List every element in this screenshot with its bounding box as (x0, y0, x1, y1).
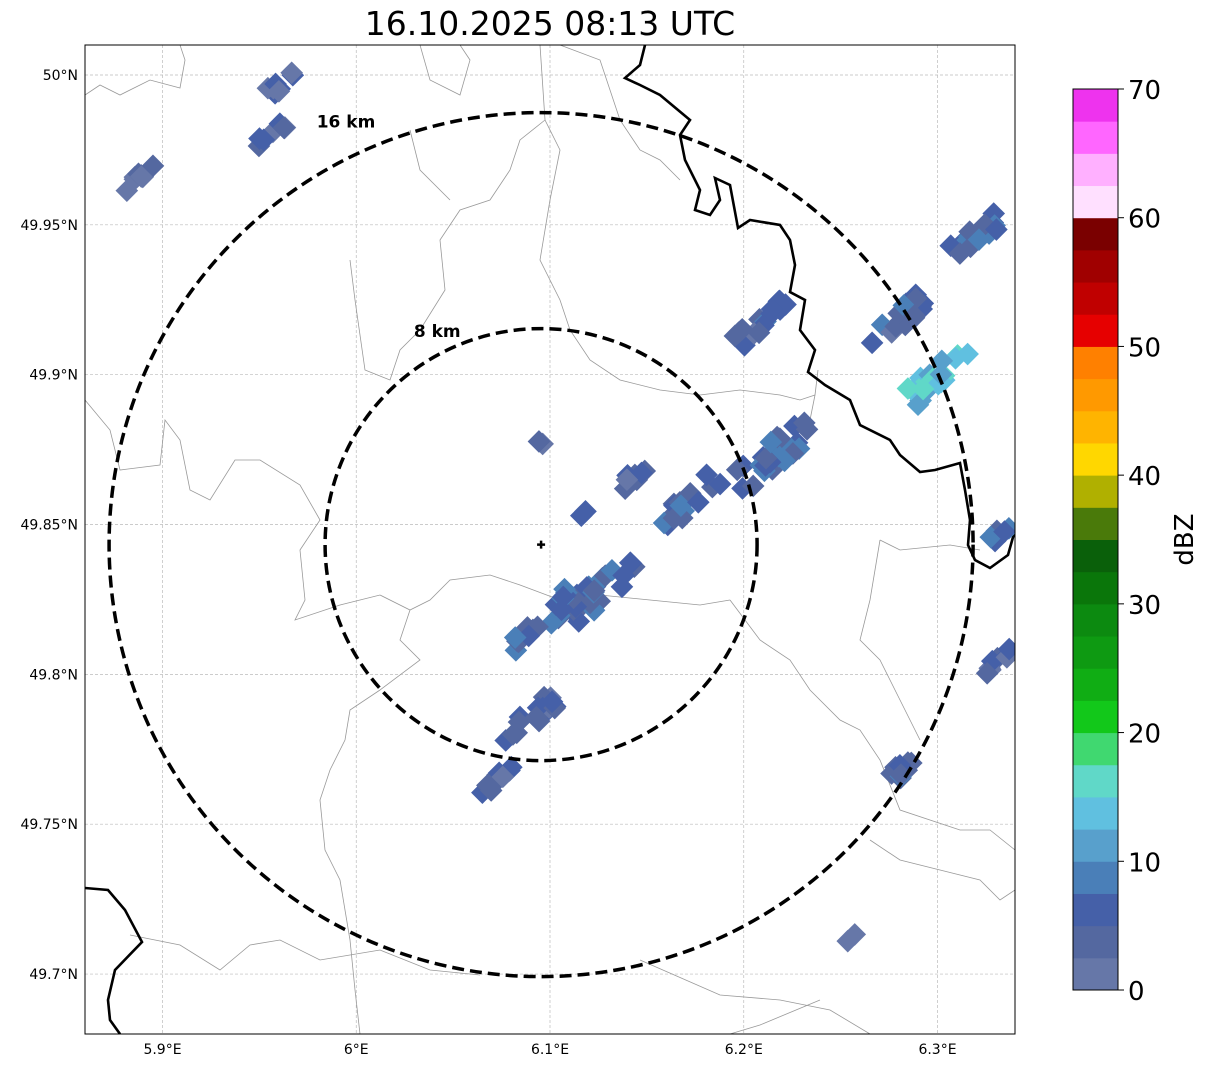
echo-cell (280, 61, 303, 85)
lat-tick-label: 49.8°N (29, 667, 78, 683)
echo-cell (730, 317, 754, 341)
echo-cell (272, 116, 296, 140)
colorbar-band (1073, 636, 1118, 669)
colorbar-label: dBZ (1170, 513, 1200, 565)
echo-cell (759, 430, 783, 454)
colorbar-band (1073, 314, 1118, 347)
colorbar-band (1073, 796, 1118, 830)
echo-cell (975, 661, 999, 685)
colorbar-band (1073, 89, 1118, 122)
range-ring-label: 8 km (414, 322, 461, 342)
country-borders (85, 45, 1015, 1034)
echo-cell (896, 377, 920, 400)
colorbar-tick-label: 0 (1128, 977, 1145, 1007)
colorbar-band (1073, 475, 1118, 508)
colorbar-band (1073, 829, 1118, 862)
colorbar-band (1073, 410, 1118, 444)
colorbar-band (1073, 732, 1118, 766)
echo-cell (708, 472, 732, 496)
echo-cell (843, 923, 867, 946)
range-ring-8km (323, 326, 759, 763)
colorbar-band (1073, 957, 1118, 991)
lon-tick-label: 6°E (344, 1042, 369, 1058)
echo-cell (889, 763, 913, 786)
colorbar-band (1073, 346, 1118, 380)
colorbar-band (1073, 442, 1118, 476)
echo-cell (695, 463, 718, 487)
colorbar-band (1073, 121, 1118, 154)
colorbar-band (1073, 700, 1118, 734)
range-ring-label: 16 km (317, 113, 376, 133)
echo-cell (860, 331, 884, 355)
colorbar-band (1073, 764, 1118, 798)
echo-cell (911, 377, 935, 401)
echo-cell (993, 520, 1015, 543)
lat-tick-label: 50°N (43, 68, 78, 84)
lat-tick-label: 49.7°N (29, 967, 78, 983)
echo-cell (491, 765, 515, 789)
lon-tick-label: 6.3°E (918, 1042, 956, 1058)
axis-ticks: 5.9°E 6°E 6.1°E 6.2°E 6.3°E 50°N 49.95°N 49.9°N… (20, 68, 956, 1058)
colorbar-band (1073, 217, 1118, 251)
echo-cell (527, 430, 551, 453)
echo-cell (903, 304, 926, 327)
echo-cell (540, 690, 564, 714)
lon-tick-label: 6.1°E (531, 1042, 569, 1058)
colorbar-band (1073, 668, 1118, 701)
echo-cell (517, 624, 540, 648)
echo-cell (760, 297, 784, 321)
echo-cell (747, 321, 771, 345)
colorbar-tick-label: 60 (1128, 205, 1161, 235)
lat-tick-label: 49.9°N (29, 368, 78, 384)
echo-cell (267, 79, 291, 103)
echo-cell (615, 468, 639, 492)
colorbar-tick-label: 50 (1128, 333, 1161, 363)
lon-tick-label: 6.2°E (725, 1042, 763, 1058)
echo-cell (754, 446, 778, 470)
echo-cell (527, 709, 551, 733)
colorbar-band (1073, 925, 1118, 959)
colorbar-band (1073, 507, 1118, 540)
colorbar: 0 10 20 30 40 50 60 70 dBZ (1072, 76, 1200, 1007)
colorbar-tick-label: 70 (1128, 76, 1161, 106)
colorbar-band (1073, 153, 1118, 187)
colorbar-band (1073, 861, 1118, 894)
echo-cell (725, 458, 749, 482)
echo-cell (503, 626, 527, 649)
colorbar-tick-label: 40 (1128, 462, 1161, 492)
lon-tick-label: 5.9°E (143, 1042, 181, 1058)
echo-cell (479, 779, 503, 802)
colorbar-band (1073, 893, 1118, 927)
gridlines (85, 45, 1015, 1034)
colorbar-band (1073, 378, 1118, 412)
lat-tick-label: 49.85°N (20, 518, 78, 534)
range-ring-16km (107, 110, 975, 979)
map-title: 16.10.2025 08:13 UTC (364, 4, 736, 43)
colorbar-tick-label: 20 (1128, 720, 1161, 750)
range-rings: 8 km 16 km (107, 110, 975, 979)
radar-echoes (115, 61, 1015, 953)
colorbar-band (1073, 539, 1118, 573)
colorbar-band (1073, 603, 1118, 637)
echo-cell (741, 474, 765, 498)
colorbar-band (1073, 571, 1118, 605)
echo-cell (582, 579, 606, 602)
colorbar-band (1073, 282, 1118, 315)
echo-cell (612, 564, 635, 587)
echo-cell (929, 363, 953, 386)
map-frame (84, 44, 1016, 1035)
lat-tick-label: 49.95°N (20, 218, 78, 234)
echo-cell (687, 490, 710, 514)
colorbar-band (1073, 249, 1118, 283)
colorbar-band (1073, 185, 1118, 219)
colorbar-tick-label: 30 (1128, 591, 1161, 621)
echo-cell (551, 585, 575, 609)
radar-site-marker-icon (537, 540, 546, 549)
echo-cell (795, 418, 819, 441)
echo-cell (956, 342, 979, 366)
lat-tick-label: 49.75°N (20, 817, 78, 833)
colorbar-tick-label: 10 (1128, 848, 1161, 878)
